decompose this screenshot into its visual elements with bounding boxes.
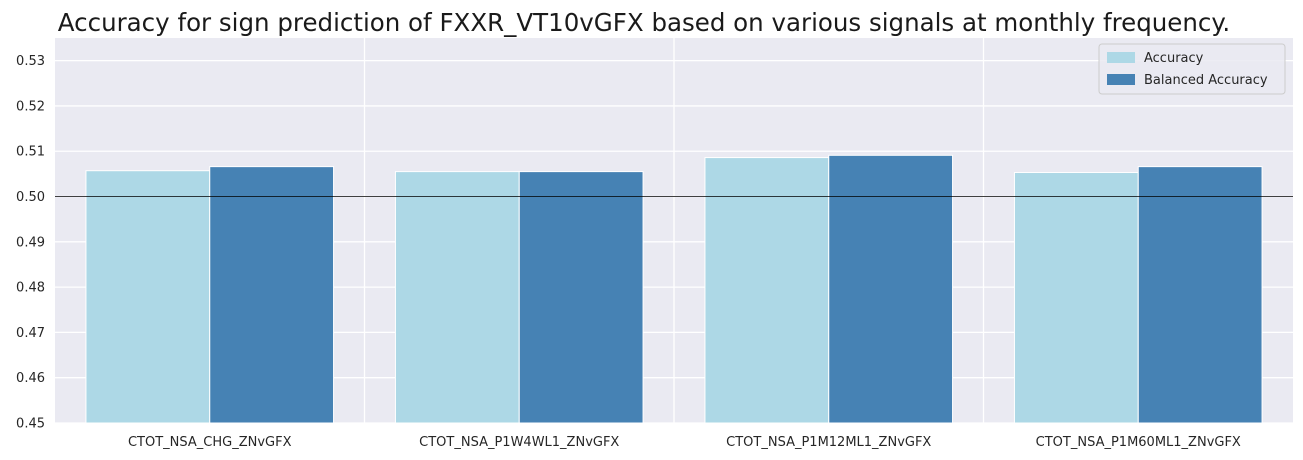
bar-balanced-accuracy: [1137, 166, 1263, 424]
y-axis: 0.45 0.46 0.47 0.48 0.49 0.50 0.51 0.52 0.53: [16, 54, 45, 431]
x-tick-label: CTOT_NSA_P1M12ML1_ZNvGFX: [726, 435, 931, 450]
y-tick-label: 0.47: [16, 326, 45, 341]
x-tick-label: CTOT_NSA_CHG_ZNvGFX: [128, 435, 292, 450]
bar-accuracy: [85, 170, 211, 424]
chart-title: Accuracy for sign prediction of FXXR_VT1…: [58, 8, 1230, 37]
y-tick-label: 0.49: [16, 235, 45, 250]
x-tick-label: CTOT_NSA_P1M60ML1_ZNvGFX: [1036, 435, 1241, 450]
bar-balanced-accuracy: [828, 154, 954, 424]
bar-balanced-accuracy: [209, 166, 335, 424]
x-axis: CTOT_NSA_CHG_ZNvGFX CTOT_NSA_P1W4WL1_ZNvG…: [128, 435, 1241, 450]
bar-accuracy: [704, 157, 830, 424]
y-tick-label: 0.45: [16, 417, 45, 432]
y-tick-label: 0.52: [16, 99, 45, 114]
legend-swatch: [1107, 52, 1135, 63]
bars: [85, 154, 1263, 424]
legend: Accuracy Balanced Accuracy: [1098, 43, 1286, 95]
legend-label: Balanced Accuracy: [1144, 73, 1268, 88]
legend-box: [1098, 43, 1286, 95]
legend-swatch: [1107, 74, 1135, 85]
y-tick-label: 0.46: [16, 371, 45, 386]
y-tick-label: 0.51: [16, 145, 45, 160]
bar-accuracy: [394, 171, 520, 424]
y-tick-label: 0.53: [16, 54, 45, 69]
bar-balanced-accuracy: [518, 171, 644, 424]
bar-accuracy: [1013, 172, 1139, 424]
legend-label: Accuracy: [1144, 51, 1204, 66]
y-tick-label: 0.50: [16, 190, 45, 205]
x-tick-label: CTOT_NSA_P1W4WL1_ZNvGFX: [419, 435, 619, 450]
y-tick-label: 0.48: [16, 281, 45, 296]
